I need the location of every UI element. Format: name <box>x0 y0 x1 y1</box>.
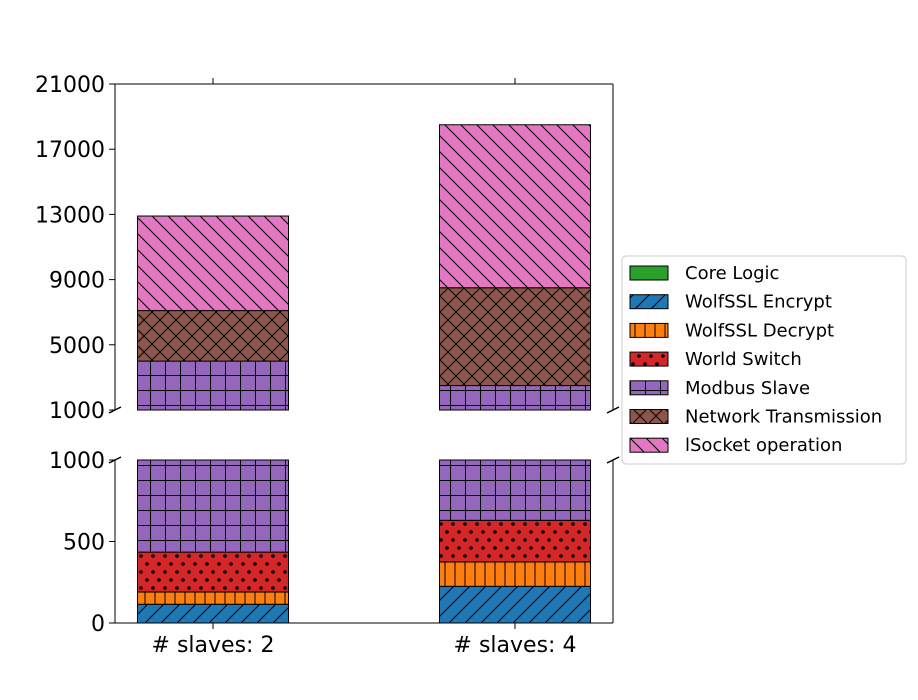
lower-y-tick-label: 0 <box>91 612 105 637</box>
legend-frame <box>621 255 907 465</box>
legend-swatch-outline-network-transmission <box>629 409 669 424</box>
upper-y-tick-label: 5000 <box>49 334 105 359</box>
x-tick-label: # slaves: 4 <box>454 633 577 658</box>
legend: Core Logic WolfSSL Encrypt WolfSSL Decrypt… <box>621 255 907 465</box>
legend-swatch-outline-lsocket-operation <box>629 437 669 453</box>
legend-label-wolfssl-encrypt: WolfSSL Encrypt <box>685 292 832 313</box>
x-tick-label: # slaves: 2 <box>152 633 275 658</box>
legend-label-wolfssl-decrypt: WolfSSL Decrypt <box>685 320 834 341</box>
axis-break-marks <box>108 406 620 464</box>
bar-world-switch-slaves-4-lower-hatch <box>439 519 591 563</box>
upper-panel-frame <box>114 78 614 410</box>
bar-wolfssl-decrypt-slaves-2-lower-hatch <box>137 591 289 605</box>
bar-wolfssl-decrypt-slaves-4-lower-hatch <box>439 561 591 587</box>
legend-swatch-outline-wolfssl-decrypt <box>629 322 669 338</box>
bar-network-transmission-slaves-4-upper-hatch <box>439 287 591 387</box>
legend-swatch-outline-world-switch <box>629 351 669 367</box>
bar-network-transmission-slaves-2-upper-hatch <box>137 310 289 362</box>
legend-label-network-transmission: Network Transmission <box>685 407 882 428</box>
bar-modbus-slave-slaves-2-lower-hatch <box>137 459 289 553</box>
legend-swatch-outline-modbus-slave <box>629 380 669 396</box>
bar-wolfssl-encrypt-slaves-2-lower-hatch <box>137 603 289 624</box>
bar-world-switch-slaves-2-lower-hatch <box>137 551 289 593</box>
bar-wolfssl-encrypt-slaves-4-lower-hatch <box>439 585 591 624</box>
lower-y-tick-label: 500 <box>63 531 105 556</box>
upper-y-tick-label: 13000 <box>35 203 105 228</box>
x-axis-labels: # slaves: 2 # slaves: 4 <box>152 633 577 658</box>
bar-lsocket-operation-slaves-2-upper-hatch <box>137 215 289 312</box>
upper-y-axis-ticks: 21000 17000 13000 9000 5000 1000 <box>35 73 115 424</box>
bar-modbus-slave-slaves-4-upper-hatch <box>439 385 591 411</box>
upper-y-tick-label: 21000 <box>35 73 105 98</box>
lower-y-axis-ticks: 1000 500 0 <box>49 449 115 637</box>
upper-y-tick-label: 9000 <box>49 269 105 294</box>
legend-label-lsocket-operation: lSocket operation <box>685 435 842 456</box>
legend-label-world-switch: World Switch <box>685 349 802 370</box>
bar-modbus-slave-slaves-2-upper-hatch <box>137 360 289 411</box>
lower-y-tick-label: 1000 <box>49 449 105 474</box>
upper-panel-bars <box>137 124 591 411</box>
legend-label-core-logic: Core Logic <box>685 263 779 284</box>
legend-swatch-outline-core-logic <box>629 265 669 281</box>
bar-lsocket-operation-slaves-4-upper-hatch <box>439 124 591 289</box>
bar-modbus-slave-slaves-4-lower-hatch <box>439 459 591 521</box>
legend-swatch-outline-wolfssl-encrypt <box>629 294 669 310</box>
upper-y-tick-label: 17000 <box>35 138 105 163</box>
legend-swatch-core-logic <box>630 266 668 280</box>
upper-y-tick-label: 1000 <box>49 399 105 424</box>
lower-panel-bars <box>137 459 591 624</box>
legend-label-modbus-slave: Modbus Slave <box>685 378 810 399</box>
